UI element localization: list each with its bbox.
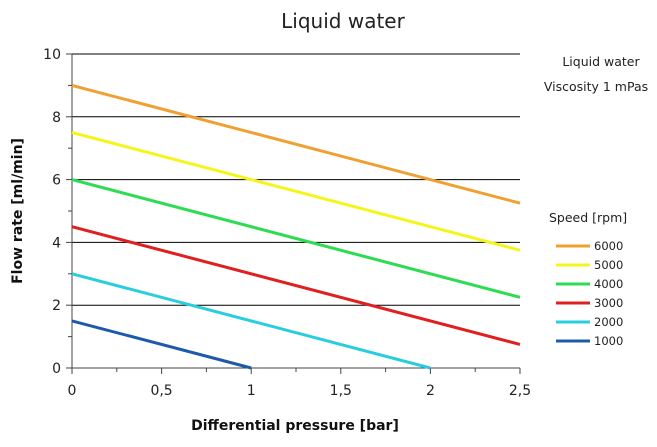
series-line-1000 bbox=[71, 319, 252, 370]
x-tick-label: 0 bbox=[68, 383, 77, 399]
y-tick-label: 10 bbox=[43, 47, 61, 63]
chart-title: Liquid water bbox=[281, 9, 405, 33]
y-tick-label: 4 bbox=[52, 235, 61, 251]
series-line-4000 bbox=[71, 178, 521, 299]
legend-label-1000: 1000 bbox=[594, 334, 623, 348]
y-axis-title: Flow rate [ml/min] bbox=[10, 138, 26, 284]
y-tick-label: 6 bbox=[52, 173, 61, 189]
series-line-5000 bbox=[71, 131, 521, 252]
x-tick-label: 1,5 bbox=[330, 383, 352, 399]
legend-label-2000: 2000 bbox=[594, 315, 623, 329]
legend: 6000 5000 4000 3000 2000 1000 bbox=[556, 239, 623, 348]
legend-label-6000: 6000 bbox=[594, 239, 623, 253]
series-line-2000 bbox=[71, 272, 431, 370]
y-tick-label: 8 bbox=[52, 110, 61, 126]
grid-lines bbox=[72, 53, 520, 306]
y-tick-label: 2 bbox=[52, 298, 61, 314]
legend-label-5000: 5000 bbox=[594, 258, 623, 272]
series-line-3000 bbox=[71, 225, 521, 346]
legend-title: Speed [rpm] bbox=[549, 210, 627, 225]
x-tick-label: 2 bbox=[426, 383, 435, 399]
x-axis-title: Differential pressure [bar] bbox=[191, 418, 399, 434]
tick-labels: 0 2 4 6 8 10 0 0,5 1 1,5 2 2,5 bbox=[43, 47, 531, 399]
x-tick-label: 2,5 bbox=[509, 383, 531, 399]
axes bbox=[66, 53, 521, 374]
series-lines bbox=[71, 83, 521, 370]
legend-label-4000: 4000 bbox=[594, 277, 623, 291]
series-line-6000 bbox=[71, 83, 521, 205]
legend-label-3000: 3000 bbox=[594, 296, 623, 310]
annotation-viscosity: Viscosity 1 mPas bbox=[544, 79, 648, 94]
annotation-substance: Liquid water bbox=[562, 54, 640, 69]
x-tick-label: 1 bbox=[247, 383, 256, 399]
x-tick-label: 0,5 bbox=[150, 383, 172, 399]
y-tick-label: 0 bbox=[52, 361, 61, 377]
